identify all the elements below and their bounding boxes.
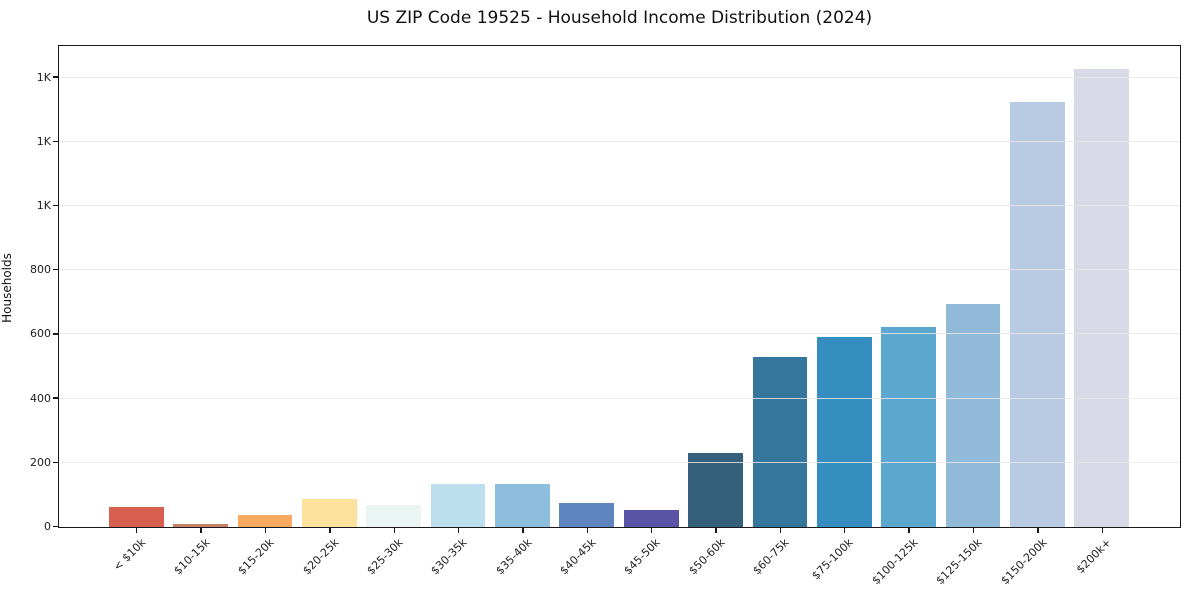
bar-200k [1074,68,1130,527]
y-tick-label: 800 [30,263,51,277]
x-tick-mark [908,528,910,533]
x-tick-label: $45-50k [621,536,663,578]
y-tick-label: 0 [44,520,51,533]
x-tick-mark [136,528,138,533]
y-tick-mark [53,333,58,335]
x-tick-mark [1101,528,1103,533]
bar-60-75k [752,357,808,527]
gridline-y-1K [59,76,1180,78]
x-tick-label: $30-35k [428,536,470,578]
bar-125-150k [945,303,1001,527]
y-tick-label: 600 [30,327,51,341]
gridline-y-800 [59,269,1180,271]
y-tick-label: 200 [30,455,51,469]
x-tick-label: $200k+ [1073,536,1114,577]
bar-40-45k [559,502,615,527]
y-tick-mark [53,525,58,528]
gridline-y-200 [59,461,1180,463]
gridline-y-1K [59,204,1180,206]
x-tick-label: $125-150k [933,536,985,588]
x-tick-mark [329,528,331,533]
x-tick-mark [522,528,524,533]
bar-25-30k [366,504,422,527]
x-tick-mark [586,528,588,533]
y-tick-mark [53,76,58,78]
bar-35-40k [495,484,550,527]
bar-15-20k [237,514,293,527]
y-tick-mark [53,397,58,399]
bar-20-25k [301,499,357,527]
bar-45-50k [623,510,679,527]
y-tick-mark [53,461,58,463]
x-tick-label: $25-30k [364,536,406,578]
x-tick-mark [650,528,653,533]
y-tick-mark [53,204,58,207]
x-tick-mark [779,528,782,533]
x-tick-label: $15-20k [235,536,277,578]
x-tick-mark [715,528,717,533]
bar-75-100k [816,337,872,527]
x-tick-label: $50-60k [685,536,728,578]
x-tick-label: $75-100k [809,536,856,583]
x-tick-label: $60-75k [750,536,792,578]
bar-50-60k [688,453,743,527]
bar-100-125k [881,326,936,527]
x-tick-mark [972,528,975,533]
gridline-y-1K [59,140,1180,142]
gridline-y-400 [59,397,1180,399]
x-tick-label: < $10k [110,536,148,574]
x-tick-label: $10-15k [171,536,213,578]
y-tick-label: 1K [36,134,51,148]
x-tick-label: $40-45k [557,536,599,578]
gridline-y-600 [59,333,1180,335]
y-tick-mark [53,140,58,142]
x-tick-label: $20-25k [299,536,342,578]
chart-title: US ZIP Code 19525 - Household Income Dis… [366,8,873,28]
bar-30-35k [430,483,486,527]
x-tick-label: $100-125k [869,536,921,588]
bar-10k [108,507,164,527]
y-tick-label: 1K [36,198,51,212]
x-tick-mark [264,528,267,533]
y-tick-label: 1K [36,70,51,84]
x-tick-mark [1037,528,1039,533]
x-tick-mark [200,528,202,533]
y-tick-mark [53,268,58,271]
x-tick-mark [844,528,846,533]
bar-150-200k [1010,101,1065,527]
x-tick-mark [393,528,395,533]
bar-10-15k [173,524,228,527]
x-tick-label: $35-40k [492,536,535,578]
plot-area [58,45,1181,528]
y-tick-label: 400 [30,391,51,405]
x-tick-label: $150-200k [997,536,1050,588]
x-tick-mark [457,528,460,533]
